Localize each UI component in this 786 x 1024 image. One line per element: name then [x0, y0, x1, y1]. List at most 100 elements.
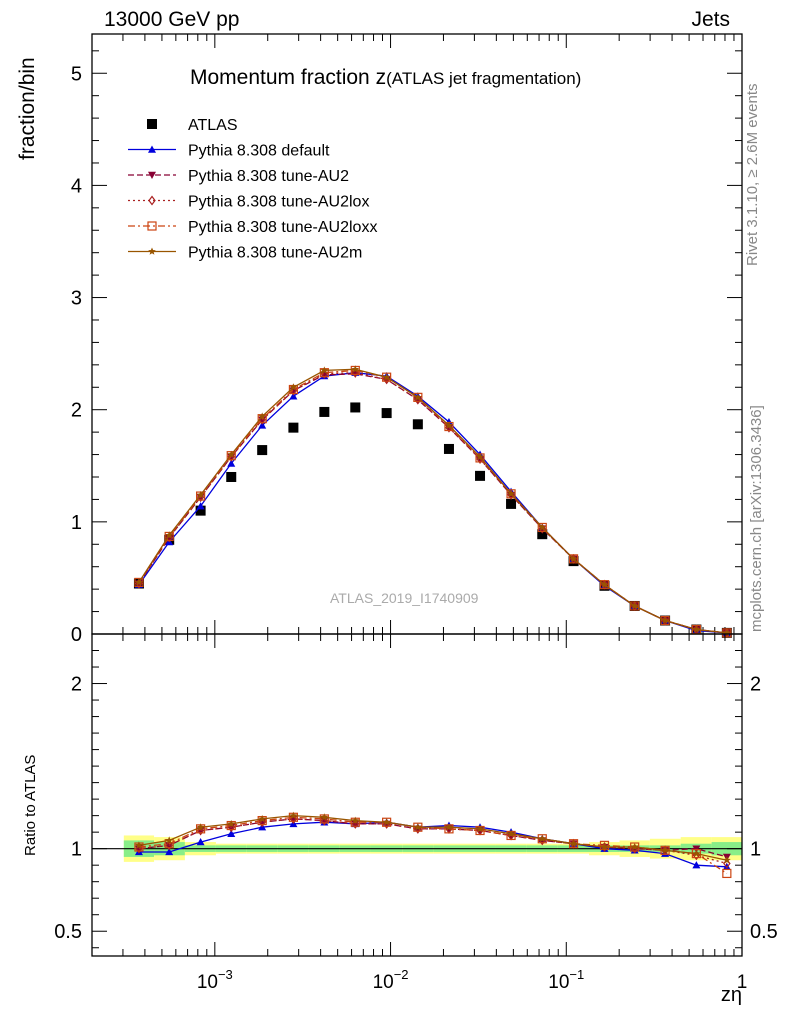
data-point-pythia-8-308-tune-au2lox	[227, 451, 235, 462]
ratio-point-pythia-8-308-tune-au2m	[630, 843, 639, 851]
legend-label-pythia-8-308-tune-au2m: Pythia 8.308 tune-AU2m	[188, 245, 362, 262]
data-point-atlas	[381, 408, 392, 419]
data-point-atlas	[412, 419, 423, 430]
x-axis-label: zη	[720, 984, 742, 1006]
ratio-point-pythia-8-308-default	[722, 862, 731, 871]
ratio-point-pythia-8-308-default	[165, 847, 174, 856]
data-point-pythia-8-308-tune-au2loxx	[382, 372, 392, 382]
data-point-pythia-8-308-tune-au2m	[538, 523, 547, 531]
data-point-atlas	[226, 471, 237, 482]
ratio-y-tick-label-right: 1	[750, 839, 761, 861]
ratio-point-pythia-8-308-tune-au2m	[445, 823, 453, 831]
ratio-line-pythia-8-308-default	[138, 821, 727, 868]
data-point-pythia-8-308-tune-au2m	[165, 531, 173, 539]
legend-label-pythia-8-308-default: Pythia 8.308 default	[188, 143, 330, 160]
data-point-atlas	[350, 402, 361, 413]
ratio-y-tick-label: 1	[71, 839, 82, 861]
data-point-pythia-8-308-tune-au2lox	[165, 532, 173, 543]
ratio-point-pythia-8-308-tune-au2m	[165, 836, 173, 844]
x-tick-label: 10−1	[548, 967, 584, 993]
data-point-pythia-8-308-tune-au2lox	[445, 422, 453, 433]
main-y-axis-label: fraction/bin	[16, 57, 39, 160]
mcplots-label: mcplots.cern.ch [arXiv:1306.3436]	[748, 405, 765, 632]
data-point-pythia-8-308-tune-au2loxx	[413, 392, 423, 402]
ratio-y-tick-label-right: 0.5	[750, 921, 778, 943]
ratio-point-pythia-8-308-default	[692, 861, 701, 869]
data-point-pythia-8-308-tune-au2m	[351, 365, 360, 373]
process-label: Jets	[691, 8, 730, 31]
ratio-point-pythia-8-308-tune-au2m	[289, 811, 298, 819]
ratio-point-pythia-8-308-tune-au2m	[692, 849, 701, 857]
ratio-point-pythia-8-308-tune-au2lox	[165, 840, 173, 851]
data-point-pythia-8-308-tune-au2m	[692, 625, 701, 633]
ratio-point-pythia-8-308-tune-au2m	[723, 856, 731, 864]
data-point-pythia-8-308-tune-au2lox	[196, 492, 205, 503]
y-tick-label: 3	[71, 288, 82, 310]
y-tick-label: 5	[71, 63, 82, 85]
ratio-line-pythia-8-308-tune-au2lox	[138, 818, 728, 865]
legend-marker-pythia-8-308-tune-au2lox	[148, 195, 156, 206]
ratio-point-pythia-8-308-tune-au2loxx	[599, 840, 610, 850]
data-point-pythia-8-308-tune-au2m	[382, 373, 391, 381]
data-point-pythia-8-308-tune-au2m	[445, 421, 453, 429]
data-point-pythia-8-308-default	[258, 421, 267, 429]
data-point-pythia-8-308-tune-au2m	[135, 578, 143, 586]
energy-label: 13000 GeV pp	[104, 8, 240, 31]
data-point-atlas	[475, 470, 486, 481]
data-point-pythia-8-308-tune-au2m	[320, 366, 329, 374]
ratio-y-tick-label: 0.5	[54, 921, 82, 943]
legend-label-atlas: ATLAS	[188, 117, 238, 134]
ratio-y-tick-label-right: 2	[750, 674, 761, 696]
ratio-point-pythia-8-308-tune-au2loxx	[722, 868, 732, 879]
x-tick-label: 1	[737, 972, 748, 993]
x-tick-label: 10−3	[197, 967, 233, 993]
ratio-point-pythia-8-308-tune-au2m	[258, 814, 266, 823]
data-point-pythia-8-308-tune-au2loxx	[134, 577, 144, 588]
ratio-point-pythia-8-308-tune-au2m	[320, 813, 329, 821]
ratio-y-tick-label: 2	[71, 674, 82, 696]
series-line-pythia-8-308-tune-au2m	[138, 368, 727, 634]
data-point-atlas	[506, 498, 517, 509]
chart-title-sub: (ATLAS jet fragmentation)	[386, 69, 582, 88]
data-point-pythia-8-308-tune-au2lox	[414, 394, 422, 405]
data-point-pythia-8-308-tune-au2loxx	[506, 489, 516, 499]
data-point-pythia-8-308-tune-au2m	[507, 489, 515, 497]
rivet-label: Rivet 3.1.10, ≥ 2.6M events	[744, 83, 761, 267]
data-point-pythia-8-308-tune-au2m	[476, 452, 484, 460]
chart-title-main: Momentum fraction z	[190, 66, 387, 89]
data-point-pythia-8-308-tune-au2m	[258, 412, 266, 420]
y-tick-label: 0	[71, 624, 82, 646]
data-point-pythia-8-308-tune-au2m	[630, 602, 639, 610]
ratio-point-pythia-8-308-tune-au2m	[661, 846, 669, 854]
data-point-pythia-8-308-tune-au2loxx	[568, 554, 579, 564]
ratio-line-pythia-8-308-tune-au2m	[138, 814, 728, 861]
analysis-watermark: ATLAS_2019_I1740909	[330, 590, 479, 606]
y-tick-label: 4	[71, 175, 82, 197]
ratio-point-pythia-8-308-tune-au2m	[135, 841, 143, 849]
ratio-point-pythia-8-308-tune-au2m	[382, 818, 391, 826]
data-point-pythia-8-308-tune-au2m	[227, 450, 235, 458]
data-point-atlas	[537, 529, 548, 540]
legend-marker-pythia-8-308-default	[148, 145, 156, 153]
ratio-frame	[91, 633, 743, 957]
ratio-point-pythia-8-308-default	[227, 829, 236, 838]
data-point-pythia-8-308-tune-au2loxx	[630, 601, 640, 611]
data-point-pythia-8-308-default	[289, 392, 298, 400]
data-point-atlas	[195, 505, 206, 516]
data-point-pythia-8-308-tune-au2m	[569, 554, 578, 563]
ratio-point-pythia-8-308-tune-au2m	[507, 829, 515, 837]
data-point-pythia-8-308-default	[196, 502, 205, 510]
data-point-pythia-8-308-tune-au2m	[196, 490, 205, 499]
ratio-point-pythia-8-308-tune-au2m	[600, 843, 609, 851]
ratio-point-pythia-8-308-tune-au2m	[569, 839, 578, 847]
ratio-point-pythia-8-308-tune-au2m	[351, 816, 360, 824]
data-point-pythia-8-308-tune-au2m	[600, 580, 609, 588]
data-point-pythia-8-308-tune-au2m	[414, 393, 422, 401]
data-point-atlas	[288, 422, 299, 433]
legend-marker-pythia-8-308-tune-au2m	[148, 247, 156, 255]
ratio-y-axis-label: Ratio to ATLAS	[22, 754, 39, 856]
y-tick-label: 2	[71, 400, 82, 422]
data-point-pythia-8-308-default	[227, 459, 236, 467]
legend-label-pythia-8-308-tune-au2loxx: Pythia 8.308 tune-AU2loxx	[188, 219, 377, 236]
